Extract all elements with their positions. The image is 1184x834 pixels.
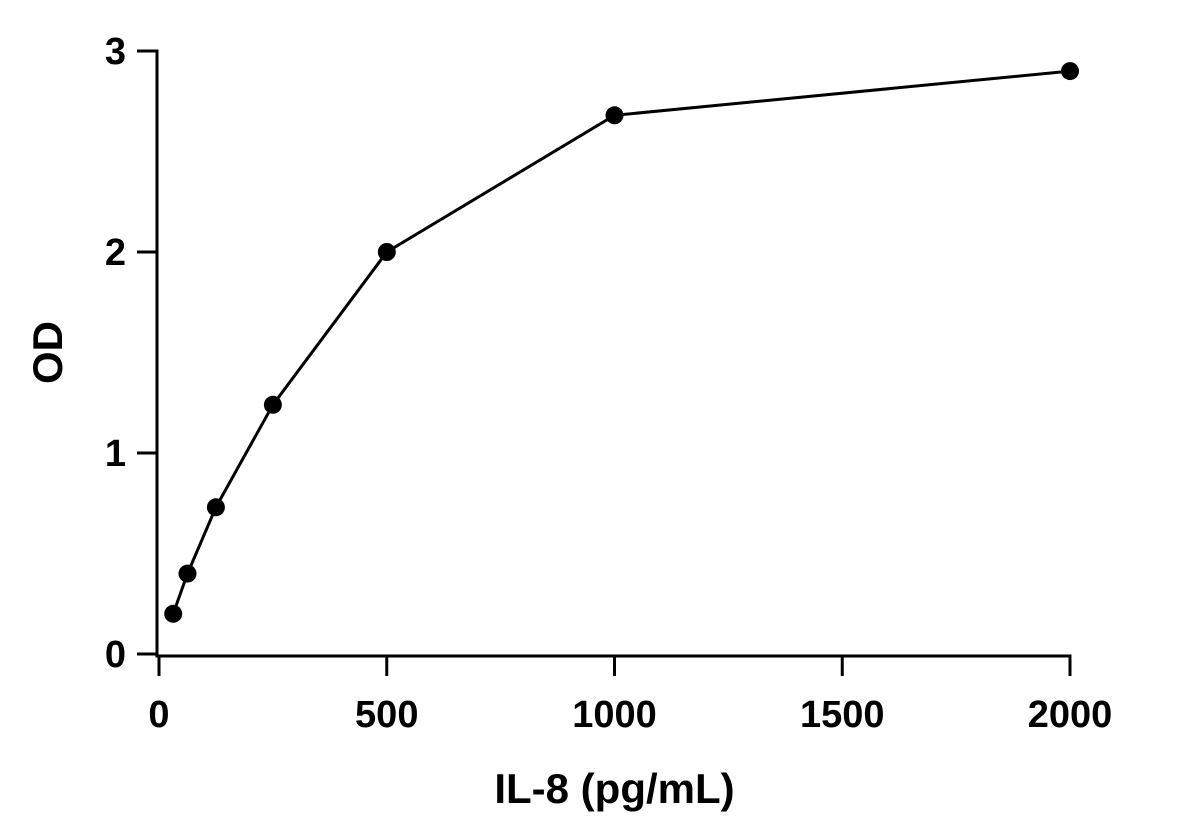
series-layer bbox=[164, 62, 1079, 623]
data-point bbox=[206, 498, 225, 517]
x-tick-label: 500 bbox=[355, 694, 418, 736]
y-axis-title: OD bbox=[24, 321, 71, 384]
x-tick-label: 1000 bbox=[572, 694, 657, 736]
data-point bbox=[605, 106, 624, 125]
x-tick-label: 1500 bbox=[800, 694, 885, 736]
data-point bbox=[178, 564, 197, 583]
axes bbox=[155, 49, 1072, 658]
y-tick-label: 0 bbox=[105, 634, 126, 676]
data-point bbox=[377, 243, 396, 261]
y-axis-ticks: 0 1 2 3 bbox=[105, 31, 157, 676]
data-point bbox=[263, 395, 282, 414]
data-point bbox=[1061, 62, 1079, 81]
x-axis-ticks: 0 500 1000 1500 2000 bbox=[148, 656, 1112, 736]
data-point bbox=[164, 604, 183, 623]
x-tick-label: 2000 bbox=[1028, 694, 1113, 736]
y-tick-label: 1 bbox=[105, 433, 126, 475]
x-tick-label: 0 bbox=[148, 694, 169, 736]
y-tick-label: 2 bbox=[105, 232, 126, 274]
y-tick-label: 3 bbox=[105, 31, 126, 73]
series-line bbox=[171, 69, 1071, 615]
x-axis-title: IL-8 (pg/mL) bbox=[494, 765, 734, 812]
